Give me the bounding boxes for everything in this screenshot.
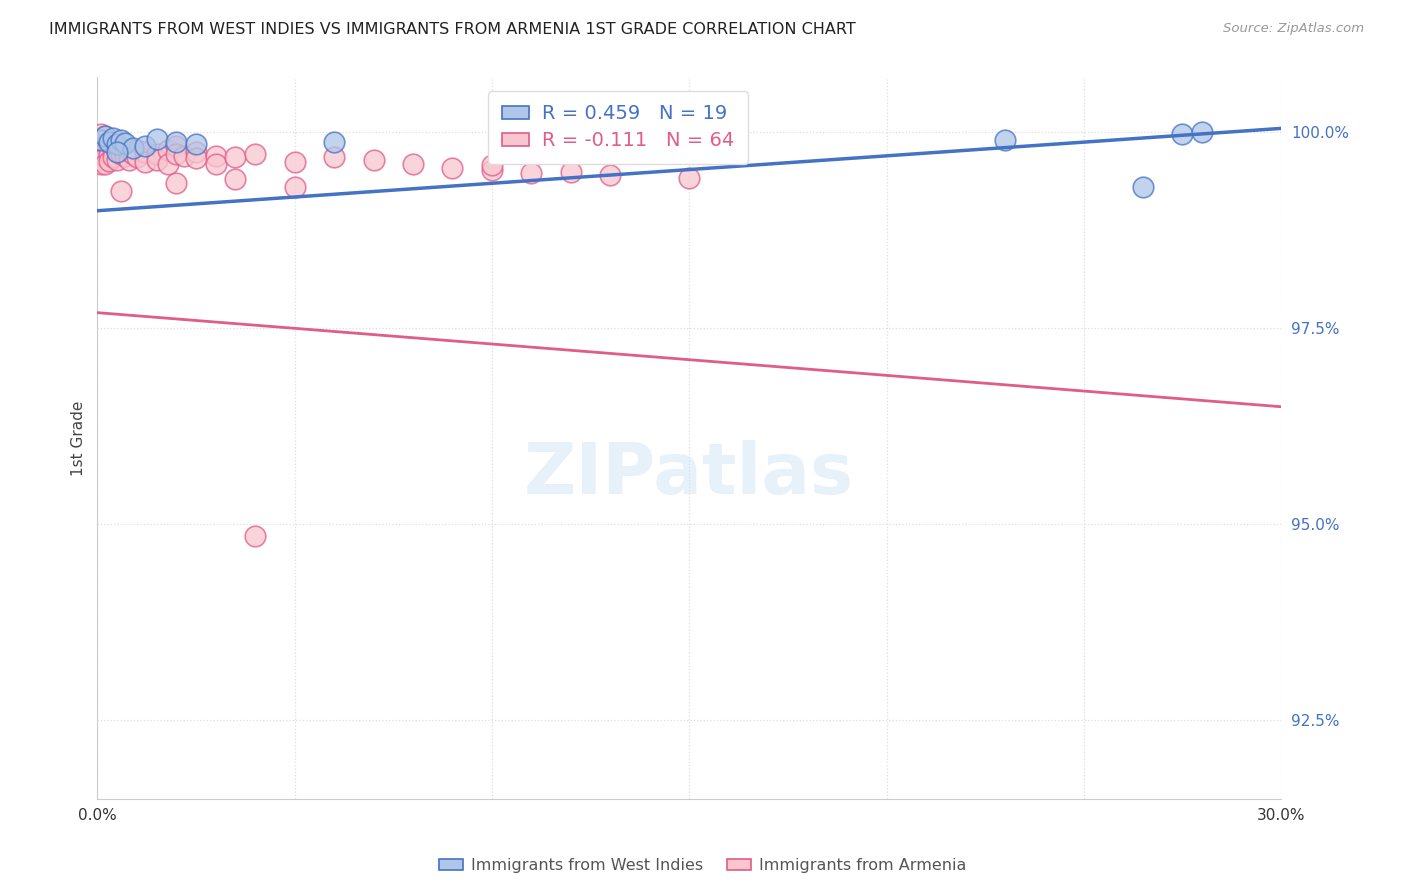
Point [224, 172, 246, 186]
Point [90, 153, 112, 167]
Point [157, 143, 180, 157]
Point [90, 133, 112, 147]
Point [284, 180, 307, 194]
Point [101, 144, 124, 158]
Point [125, 143, 148, 157]
Point [114, 143, 136, 157]
Point [678, 170, 700, 185]
Point [157, 157, 180, 171]
Point [101, 150, 124, 164]
Point [121, 147, 143, 161]
Point [101, 130, 124, 145]
Point [184, 137, 207, 152]
Point [520, 166, 543, 180]
Point [134, 155, 156, 169]
Point [101, 137, 124, 152]
Point [173, 149, 195, 163]
Point [90, 149, 112, 163]
Point [105, 139, 128, 153]
Point [134, 145, 156, 159]
Point [114, 136, 136, 150]
Point [323, 150, 346, 164]
Point [90, 157, 112, 171]
Point [98, 154, 121, 169]
Point [94, 137, 117, 152]
Point [1171, 127, 1194, 141]
Legend: R = 0.459   N = 19, R = -0.111   N = 64: R = 0.459 N = 19, R = -0.111 N = 64 [488, 91, 748, 164]
Point [363, 153, 385, 167]
Point [121, 141, 143, 155]
Point [165, 135, 187, 149]
Point [1132, 180, 1154, 194]
Point [1191, 124, 1213, 138]
Point [402, 157, 425, 171]
Point [481, 158, 503, 172]
Point [105, 145, 128, 159]
Point [94, 150, 117, 164]
Point [134, 138, 156, 153]
Point [243, 147, 266, 161]
Point [224, 150, 246, 164]
Point [90, 145, 112, 159]
Point [145, 131, 167, 145]
Point [94, 145, 117, 159]
Point [184, 151, 207, 165]
Point [184, 145, 207, 159]
Point [165, 147, 187, 161]
Point [994, 133, 1017, 147]
Point [145, 147, 167, 161]
Point [165, 139, 187, 153]
Text: Source: ZipAtlas.com: Source: ZipAtlas.com [1223, 22, 1364, 36]
Point [94, 157, 117, 171]
Point [90, 127, 112, 141]
Point [98, 141, 121, 155]
Point [90, 141, 112, 155]
Text: IMMIGRANTS FROM WEST INDIES VS IMMIGRANTS FROM ARMENIA 1ST GRADE CORRELATION CHA: IMMIGRANTS FROM WEST INDIES VS IMMIGRANT… [49, 22, 856, 37]
Point [98, 147, 121, 161]
Point [98, 135, 121, 149]
Point [441, 161, 464, 175]
Point [98, 135, 121, 149]
Point [94, 129, 117, 144]
Point [243, 529, 266, 543]
Point [94, 129, 117, 144]
Point [105, 137, 128, 152]
Point [481, 163, 503, 178]
Point [204, 157, 226, 171]
Point [638, 137, 661, 152]
Point [110, 141, 132, 155]
Point [284, 155, 307, 169]
Point [204, 149, 226, 163]
Point [90, 137, 112, 152]
Point [560, 164, 582, 178]
Point [118, 145, 141, 159]
Point [125, 150, 148, 164]
Point [323, 135, 346, 149]
Point [114, 149, 136, 163]
Point [118, 153, 141, 167]
Legend: Immigrants from West Indies, Immigrants from Armenia: Immigrants from West Indies, Immigrants … [433, 852, 973, 880]
Point [110, 133, 132, 147]
Point [441, 815, 464, 830]
Point [90, 133, 112, 147]
Point [105, 145, 128, 159]
Point [599, 169, 621, 183]
Point [110, 147, 132, 161]
Point [145, 153, 167, 167]
Y-axis label: 1st Grade: 1st Grade [72, 401, 86, 475]
Point [165, 176, 187, 190]
Point [110, 184, 132, 198]
Point [105, 153, 128, 167]
Text: ZIPatlas: ZIPatlas [524, 440, 855, 508]
